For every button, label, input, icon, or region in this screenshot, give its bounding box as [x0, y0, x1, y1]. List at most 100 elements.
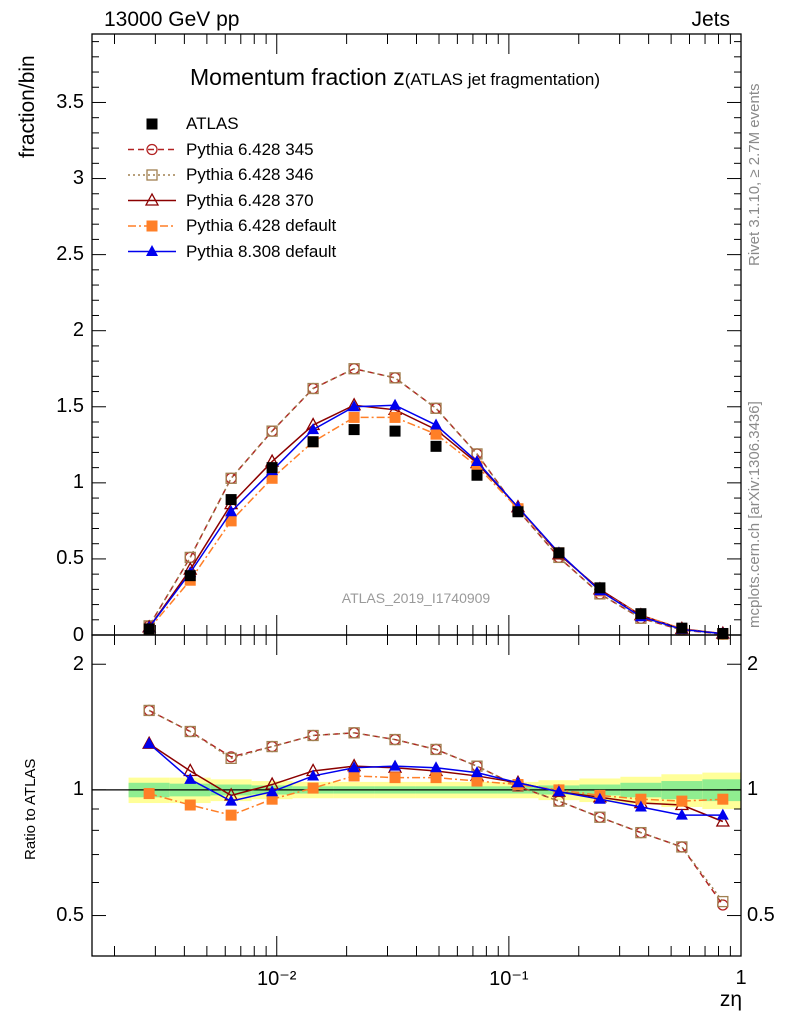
- point-pythia-6-428-default: [430, 428, 442, 440]
- x-tick-label: 10⁻¹: [489, 967, 529, 990]
- top-y-tick-label: 3.5: [56, 90, 84, 113]
- legend-label-pythia-8-308-default: Pythia 8.308 default: [186, 241, 337, 261]
- ratio-line-pythia-6-428-346: [148, 709, 724, 903]
- ratio-point-pythia-8-308-default: [634, 800, 647, 812]
- ratio-point-pythia-6-428-default: [266, 793, 278, 805]
- ratio-point-pythia-6-428-default: [717, 793, 729, 805]
- legend-marker-atlas: [146, 118, 158, 130]
- ratio-y-tick-label: 1: [72, 778, 84, 801]
- point-atlas: [266, 462, 278, 474]
- chart-title-sub: (ATLAS jet fragmentation): [404, 70, 601, 89]
- ratio-point-pythia-6-428-346: [143, 704, 155, 717]
- ratio-point-pythia-6-428-346: [717, 895, 729, 908]
- ratio-point-pythia-6-428-346: [389, 733, 401, 746]
- ratio-point-pythia-8-308-default: [143, 737, 156, 749]
- x-tick-label: 10⁻²: [257, 967, 297, 990]
- ratio-point-pythia-8-308-default: [225, 794, 238, 806]
- top-y-tick-label: 0.5: [56, 547, 84, 570]
- point-atlas: [184, 570, 196, 582]
- top-panel: [91, 33, 742, 640]
- point-atlas: [307, 436, 319, 448]
- legend-label-pythia-6-428-default: Pythia 6.428 default: [186, 216, 337, 235]
- point-pythia-6-428-345: [184, 551, 196, 564]
- ratio-point-pythia-6-428-346: [430, 743, 442, 756]
- point-pythia-6-428-default: [266, 472, 278, 484]
- ratio-y-tick-label-right: 1: [747, 778, 759, 801]
- point-atlas: [143, 623, 155, 635]
- ratio-point-pythia-8-308-default: [552, 785, 565, 797]
- ratio-y-tick-label: 2: [72, 652, 84, 675]
- point-atlas: [512, 506, 524, 518]
- point-pythia-6-428-default: [225, 515, 237, 527]
- header-process-label: Jets: [691, 8, 730, 31]
- series-line-pythia-6-428-default: [148, 416, 723, 635]
- ratio-y-axis-label: Ratio to ATLAS: [22, 758, 39, 860]
- ratio-point-pythia-8-308-default: [307, 769, 320, 781]
- ratio-point-pythia-6-428-default: [225, 809, 237, 821]
- point-atlas: [389, 425, 401, 437]
- point-pythia-8-308-default: [348, 400, 361, 412]
- point-pythia-6-428-346: [430, 402, 442, 414]
- legend-label-pythia-6-428-345: Pythia 6.428 345: [186, 139, 314, 159]
- legend-marker-pythia-6-428-345: [146, 143, 158, 156]
- point-pythia-6-428-346: [389, 372, 401, 384]
- ratio-y-tick-label-right: 2: [747, 652, 759, 675]
- top-y-tick-label: 3: [72, 167, 84, 190]
- ratio-point-pythia-6-428-345: [717, 899, 729, 911]
- side-note-rivet: Rivet 3.1.10, ≥ 2.7M events: [746, 83, 763, 267]
- ratio-y-tick-label: 0.5: [56, 904, 84, 927]
- chart-title-main: Momentum fraction z: [190, 64, 405, 90]
- top-y-tick-label: 0: [72, 623, 84, 646]
- point-pythia-8-308-default: [389, 398, 402, 410]
- ratio-point-pythia-6-428-default: [471, 775, 483, 787]
- point-pythia-6-428-346: [348, 363, 360, 375]
- analysis-watermark: ATLAS_2019_I1740909: [341, 590, 491, 606]
- ratio-point-pythia-6-428-346: [594, 811, 606, 823]
- x-axis-label: zη: [719, 988, 742, 1011]
- ratio-point-pythia-6-428-346: [676, 841, 688, 853]
- header-beam-label: 13000 GeV pp: [104, 8, 240, 31]
- ratio-point-pythia-8-308-default: [716, 808, 729, 820]
- point-pythia-8-308-default: [470, 455, 483, 467]
- point-pythia-6-428-345: [430, 402, 442, 414]
- legend-marker-pythia-8-308-default: [146, 245, 158, 256]
- legend-label-pythia-6-428-346: Pythia 6.428 346: [186, 165, 314, 184]
- point-atlas: [430, 440, 442, 452]
- ratio-panel: [91, 634, 742, 957]
- point-atlas: [471, 469, 483, 481]
- chart-title: Momentum fraction z(ATLAS jet fragmentat…: [190, 64, 600, 91]
- legend-marker-pythia-6-428-346: [146, 169, 158, 181]
- ratio-point-pythia-6-428-345: [676, 841, 688, 853]
- point-pythia-6-428-346: [266, 425, 278, 437]
- point-pythia-8-308-default: [307, 423, 320, 435]
- top-y-tick-label: 1: [72, 471, 84, 494]
- ratio-point-pythia-8-308-default: [470, 766, 483, 778]
- ratio-point-pythia-6-428-default: [389, 772, 401, 784]
- x-tick-label: 1: [735, 966, 747, 989]
- ratio-point-pythia-6-428-345: [266, 740, 278, 753]
- ratio-point-pythia-8-308-default: [184, 772, 197, 784]
- top-y-tick-label: 2.5: [56, 243, 84, 266]
- point-pythia-8-308-default: [430, 418, 443, 430]
- point-pythia-6-428-346: [225, 472, 237, 484]
- point-atlas: [553, 547, 565, 559]
- point-atlas: [717, 627, 729, 639]
- ratio-point-pythia-6-428-370: [715, 813, 730, 827]
- ratio-point-pythia-8-308-default: [389, 759, 402, 771]
- point-pythia-6-428-346: [307, 382, 319, 395]
- ratio-point-pythia-6-428-default: [184, 799, 196, 811]
- ratio-point-pythia-8-308-default: [511, 776, 524, 788]
- ratio-point-pythia-6-428-346: [307, 729, 319, 742]
- legend-marker-pythia-6-428-370: [144, 192, 160, 206]
- ratio-point-pythia-6-428-346: [225, 752, 237, 765]
- legend-label-pythia-6-428-370: Pythia 6.428 370: [186, 190, 314, 210]
- point-pythia-6-428-default: [348, 411, 360, 423]
- ratio-point-pythia-6-428-default: [430, 772, 442, 784]
- ratio-point-pythia-6-428-346: [635, 826, 647, 839]
- ratio-point-pythia-6-428-default: [307, 782, 319, 794]
- top-y-tick-label: 1.5: [56, 395, 84, 418]
- point-atlas: [594, 582, 606, 594]
- legend-label-atlas: ATLAS: [186, 114, 239, 133]
- ratio-point-pythia-6-428-default: [348, 770, 360, 782]
